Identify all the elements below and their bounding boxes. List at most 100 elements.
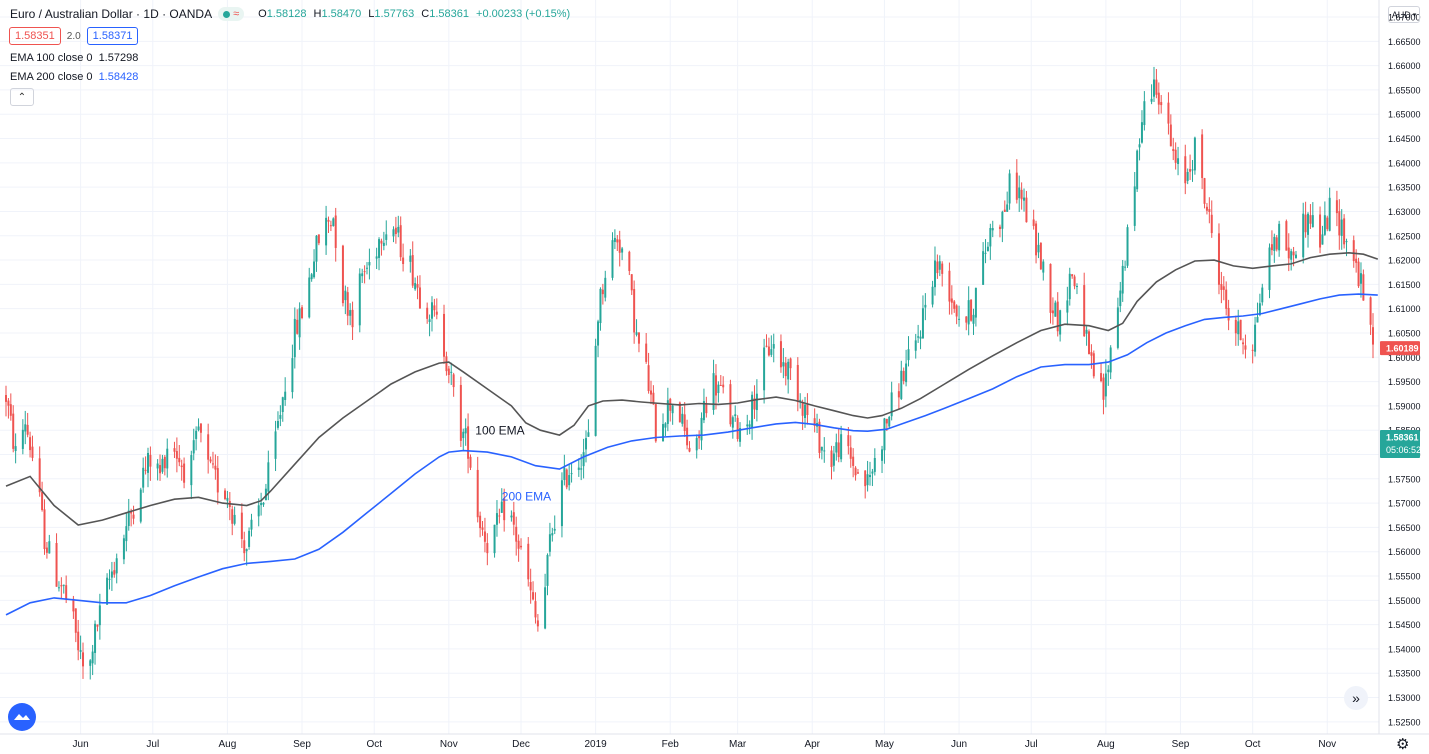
candle-body <box>1107 369 1110 373</box>
candle-body <box>62 584 65 586</box>
candle-body <box>459 384 462 441</box>
candle-body <box>1239 319 1242 341</box>
candle-body <box>5 395 7 402</box>
candle-body <box>984 252 987 254</box>
x-tick-label: Nov <box>1318 739 1336 750</box>
gear-icon[interactable]: ⚙ <box>1396 736 1410 753</box>
candle-body <box>1152 79 1155 97</box>
candle-body <box>921 308 924 339</box>
time-axis[interactable]: Jun Jul Aug Sep Oct Nov Dec 2019 Feb Mar Apr May Jun… <box>73 739 1337 750</box>
candle-body <box>1210 214 1213 234</box>
x-tick-label: Aug <box>219 739 237 750</box>
candle-body <box>618 239 621 253</box>
candle-body <box>122 538 125 560</box>
indicator-ema100-legend[interactable]: EMA 100 close 0 1.57298 <box>10 52 138 64</box>
symbol-title[interactable]: Euro / Australian Dollar · 1D · OANDA <box>10 7 213 21</box>
candle-body <box>647 365 650 392</box>
scroll-to-realtime-button[interactable]: » <box>1344 686 1368 710</box>
ema-line-200-ema <box>5 293 1378 616</box>
candle-body <box>900 370 903 399</box>
y-tick-label: 1.54000 <box>1388 644 1421 654</box>
candle-body <box>267 462 270 492</box>
candle-body <box>630 274 633 291</box>
ohlc-open-key: O <box>258 8 267 20</box>
candle-body <box>974 287 977 318</box>
y-tick-label: 1.61000 <box>1388 304 1421 314</box>
price-label-box <box>1380 341 1420 356</box>
candle-body <box>144 469 147 471</box>
candle-body <box>414 283 417 290</box>
candle-body <box>722 384 725 388</box>
candle-body <box>849 447 852 459</box>
candle-body <box>91 651 94 664</box>
tradingview-logo-icon[interactable] <box>8 703 36 731</box>
candle-body <box>517 540 520 549</box>
candle-body <box>296 319 299 334</box>
candle-body <box>257 505 260 517</box>
candle-body <box>41 491 44 511</box>
candle-body <box>166 448 169 469</box>
candle-body <box>1124 266 1127 268</box>
candle-body <box>739 428 742 442</box>
candle-body <box>1217 233 1220 285</box>
collapse-legend-button[interactable]: ⌃ <box>10 88 34 106</box>
candle-body <box>796 364 799 402</box>
candle-body <box>48 541 51 554</box>
candle-body <box>1227 307 1230 321</box>
candle-body <box>418 287 421 309</box>
price-axis[interactable]: 1.67000 1.66500 1.66000 1.65500 1.65000 1.645… <box>1388 13 1421 728</box>
sell-price-button[interactable]: 1.58351 <box>9 27 61 45</box>
candle-body <box>1054 302 1057 317</box>
candle-body <box>1121 265 1124 294</box>
candle-body <box>570 473 573 475</box>
y-tick-label: 1.63000 <box>1388 207 1421 217</box>
candle-body <box>301 307 304 319</box>
candle-body <box>127 510 130 527</box>
candle-body <box>998 226 1001 230</box>
candle-body <box>905 363 908 383</box>
buy-price-button[interactable]: 1.58371 <box>86 27 139 45</box>
ohlc-change-value: +0.00233 (+0.15%) <box>476 8 571 20</box>
candle-body <box>495 513 498 525</box>
countdown-label-text: 05:06:52 <box>1386 445 1421 455</box>
candle-body <box>1020 189 1023 200</box>
candle-body <box>1294 254 1297 258</box>
candle-body <box>1184 156 1187 184</box>
candle-body <box>1102 377 1105 400</box>
candle-body <box>476 469 479 518</box>
candle-body <box>358 273 361 326</box>
candle-body <box>1203 178 1206 204</box>
candle-body <box>349 310 352 316</box>
candle-body <box>361 273 364 277</box>
y-tick-label: 1.53500 <box>1388 669 1421 679</box>
currency-selector[interactable]: AUD ▾ <box>1388 6 1420 23</box>
ema-layer <box>5 251 1379 616</box>
candle-body <box>447 368 450 375</box>
x-tick-label: Oct <box>1245 739 1261 750</box>
candle-body <box>1088 331 1091 355</box>
candle-body <box>1352 240 1355 262</box>
candle-body <box>346 292 349 316</box>
candle-body <box>705 403 708 414</box>
candle-body <box>1287 247 1290 259</box>
indicator-ema200-legend[interactable]: EMA 200 close 0 1.58428 <box>10 71 138 83</box>
candle-body <box>195 430 198 439</box>
candle-body <box>199 423 202 433</box>
candle-body <box>500 501 503 513</box>
candle-body <box>587 432 590 437</box>
x-tick-label: 2019 <box>585 739 608 750</box>
candle-body <box>582 452 585 467</box>
market-status-badge[interactable]: ≈ <box>218 7 245 21</box>
candle-body <box>568 475 571 486</box>
candle-body <box>1261 287 1264 303</box>
chart-header: Euro / Australian Dollar · 1D · OANDA ≈ … <box>10 7 574 21</box>
candle-body <box>1037 244 1040 253</box>
candle-body <box>1323 215 1326 235</box>
candle-body <box>402 257 405 265</box>
x-tick-label: Aug <box>1097 739 1115 750</box>
candle-body <box>1244 345 1247 350</box>
candle-body <box>344 290 347 301</box>
candle-body <box>452 374 455 388</box>
candle-body <box>1140 122 1143 143</box>
